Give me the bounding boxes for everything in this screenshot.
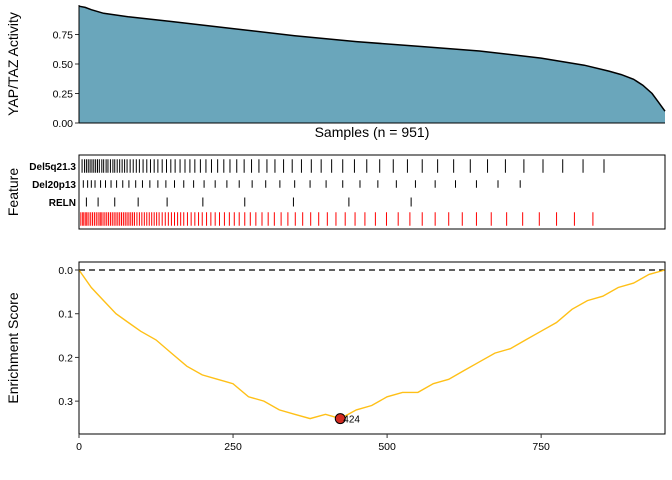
feature-events: [80, 159, 605, 226]
feature-label: RELN: [49, 198, 76, 209]
activity-line: [78, 5, 666, 112]
feature-label: Del20p13: [32, 180, 76, 191]
enrichment-x-tick-label: 750: [532, 441, 550, 453]
enrichment-line: [78, 269, 666, 420]
activity-y-tick-label: 0.50: [53, 59, 74, 71]
enrichment-y-ticks: 0.0 0.1 0.2 0.3: [58, 265, 79, 408]
enrichment-min-point: [334, 413, 346, 425]
activity-y-tick-label: 0.75: [53, 30, 74, 42]
enrichment-x-tick-label: 0: [76, 441, 82, 453]
activity-y-axis-title: YAP/TAZ Activity: [5, 12, 21, 116]
activity-y-tick-label: 0.00: [53, 118, 74, 130]
activity-panel: YAP/TAZ Activity 0.00 0.25 0.50 0.75 Sample…: [5, 5, 666, 140]
activity-y-tick-label: 0.25: [53, 89, 74, 101]
enrichment-y-axis-title: Enrichment Score: [5, 292, 21, 403]
enrichment-y-tick-label: 0.0: [58, 265, 73, 277]
feature-label: Del5q21.3: [29, 162, 76, 173]
enrichment-y-tick-label: 0.2: [58, 352, 73, 364]
enrichment-y-tick-label: 0.3: [58, 396, 73, 408]
enrichment-x-ticks: 0 250 500 750: [76, 434, 550, 453]
enrichment-x-tick-label: 250: [224, 441, 242, 453]
feature-frame: [78, 154, 666, 230]
activity-x-axis-title: Samples (n = 951): [315, 124, 430, 140]
feature-y-axis-title: Feature: [5, 168, 21, 216]
enrichment-x-tick-label: 500: [378, 441, 396, 453]
enrichment-y-tick-label: 0.1: [58, 309, 73, 321]
enrichment-min-label: 424: [343, 415, 360, 426]
feature-labels: Del5q21.3 Del20p13 RELN: [29, 162, 76, 209]
activity-y-ticks: 0.00 0.25 0.50 0.75: [53, 30, 79, 130]
enrichment-panel: Enrichment Score 424 0.0 0.1 0.2 0.3 0 250 50…: [5, 261, 666, 453]
activity-area: [79, 6, 665, 124]
feature-panel: Feature Del5q21.3 Del20p13 RELN: [5, 154, 666, 230]
enrichment-frame: [78, 261, 666, 435]
